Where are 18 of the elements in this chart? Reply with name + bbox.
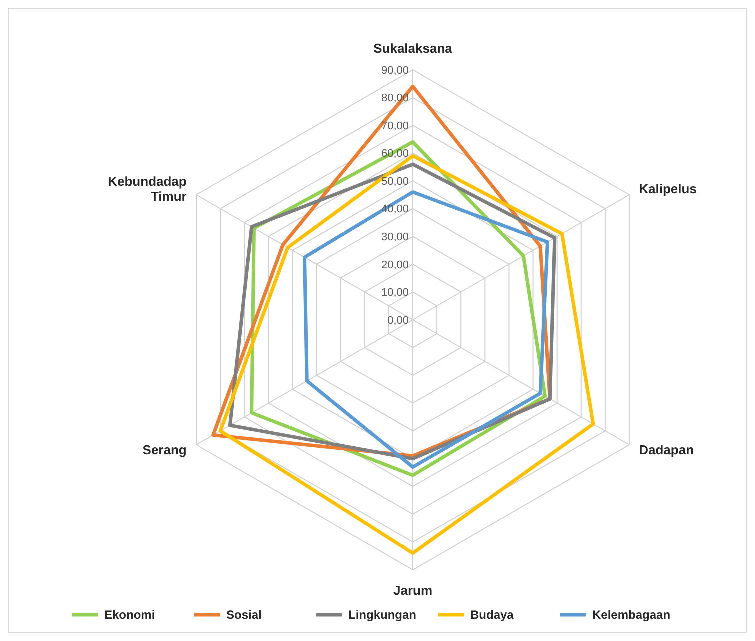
spoke-label: Jarum [393, 583, 433, 598]
spoke-label: Dadapan [639, 442, 694, 458]
legend-label: Ekonomi [104, 608, 156, 622]
legend-label: Lingkungan [348, 608, 416, 622]
legend-label: Kelembagaan [592, 608, 671, 622]
spoke-label: Sukalaksana [374, 40, 454, 56]
y-tick-label: 0,00 [388, 314, 409, 327]
spoke-label: Kebundadap Timur [108, 174, 187, 204]
y-tick-label: 90,00 [381, 64, 409, 77]
spoke-label: Serang [142, 442, 187, 458]
y-tick-label: 30,00 [381, 232, 409, 244]
y-tick-label: 20,00 [381, 259, 409, 272]
y-tick-label: 70,00 [381, 120, 409, 132]
y-tick-label: 10,00 [381, 287, 409, 300]
y-tick-label: 50,00 [381, 176, 409, 188]
spoke-label: Kalipelus [639, 181, 697, 196]
legend-label: Sosial [226, 608, 262, 622]
legend-label: Budaya [470, 608, 514, 622]
